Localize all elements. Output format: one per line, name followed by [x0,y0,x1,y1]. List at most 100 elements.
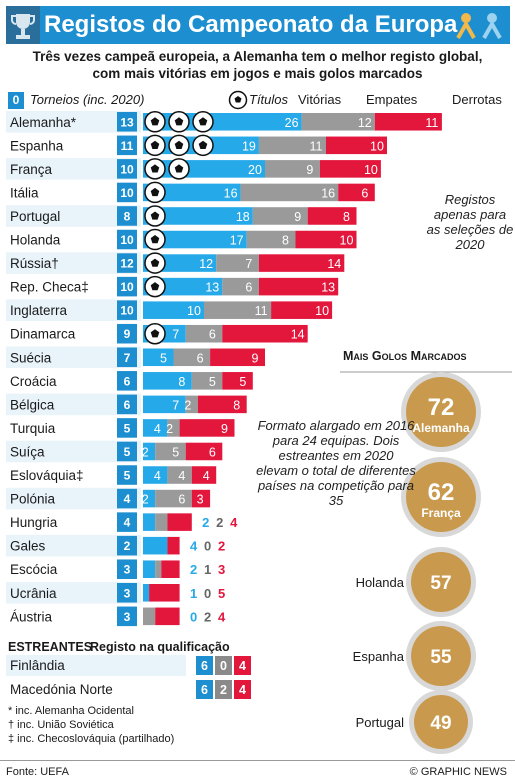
draws-bar [155,560,162,578]
wins-bar [143,584,150,602]
entrant-record-box [234,680,251,699]
tournaments-badge [117,394,137,415]
losses-value: 4 [218,609,226,624]
wins-bar [143,536,168,555]
entrant-row [6,679,186,700]
wins-value: 5 [160,351,167,365]
wins-value: 2 [142,445,149,459]
draws-bar [258,136,326,155]
scorer-goals-value: 72 [428,394,455,421]
country-label: Dinamarca [10,327,76,342]
losses-value: 14 [327,257,341,271]
entrant-record-value: 4 [239,683,246,697]
wins-bar [143,207,253,225]
losses-value: 5 [218,586,225,601]
row-background [6,205,141,227]
scorer-circle [406,462,476,532]
country-label: Bélgica [10,397,55,412]
losses-bar [179,419,235,437]
losses-bar [338,183,375,202]
tournaments-value: 4 [124,516,131,530]
entrant-record-box [234,656,251,675]
scorer-country-label: Portugal [356,715,405,730]
wins-value: 7 [172,328,179,342]
tournaments-badge [117,229,137,250]
row-background [6,534,141,557]
row-background [6,393,141,416]
wins-bar [143,395,186,414]
wins-bar [143,113,302,131]
tournaments-value: 7 [124,351,131,365]
draws-value: 5 [209,375,216,389]
losses-value: 8 [343,210,350,224]
draws-bar [185,324,223,343]
tournaments-value: 5 [124,445,131,459]
losses-value: 10 [364,163,378,177]
football-icon [228,90,248,110]
scorer-circle [411,552,471,612]
wins-bar [143,183,241,202]
losses-bar [307,207,357,225]
losses-bar [161,560,180,578]
draws-value: 6 [197,351,204,365]
draws-bar [167,419,180,437]
losses-value: 3 [218,562,225,577]
country-label: Espanha [10,138,64,153]
draws-value: 0 [204,586,211,601]
row-background [6,158,141,180]
losses-value: 8 [233,398,240,412]
country-label: Portugal [10,209,60,224]
losses-bar [197,395,247,414]
wins-value: 4 [190,539,198,554]
tournaments-value: 4 [124,492,131,506]
wins-value: 26 [285,116,299,130]
losses-value: 4 [203,469,210,483]
title-football-icon [144,275,166,298]
scorer-country-label: Holanda [356,575,405,590]
draws-value: 2 [184,398,191,412]
losses-bar [149,584,180,602]
country-label: Inglaterra [10,303,68,318]
draws-value: 12 [358,116,372,130]
wins-value: 10 [187,304,201,318]
draws-value: 6 [245,281,252,295]
tournaments-badge [117,606,137,627]
tournaments-badge [117,559,137,579]
title-football-icon [144,228,166,251]
losses-value: 13 [321,281,335,295]
country-label: Gales [10,539,46,554]
draws-bar [173,348,211,367]
draws-bar [216,254,259,272]
scorer-goals-value: 57 [430,573,451,594]
wins-value: 17 [230,234,244,248]
losses-value: 6 [209,445,216,459]
country-label: Croácia [10,374,57,389]
losses-bar [258,277,339,296]
row-background [6,111,141,133]
losses-bar [295,230,357,249]
wins-value: 19 [242,139,256,153]
scorer-circle [411,626,471,686]
wins-value: 18 [236,210,250,224]
losses-bar [271,301,333,319]
wins-value: 7 [172,398,179,412]
country-label: Eslováquia‡ [10,468,84,483]
draws-value: 16 [321,186,335,200]
losses-bar [191,489,211,508]
losses-value: 10 [370,139,384,153]
title-football-icon [144,322,166,345]
draws-value: 0 [204,539,211,554]
draws-bar [246,230,296,249]
tournaments-value: 11 [121,139,134,153]
draws-value: 11 [255,304,268,318]
draws-bar [167,466,192,484]
footer: Fonte: UEFA © GRAPHIC NEWS [0,760,515,783]
tournaments-value: 9 [124,327,131,341]
tournaments-value: 3 [124,610,131,624]
tournaments-value: 6 [124,374,131,388]
country-label: Polónia [10,492,56,507]
trophy-icon [6,6,40,44]
entrant-country-label: Finlândia [10,658,65,673]
row-background [6,252,141,274]
